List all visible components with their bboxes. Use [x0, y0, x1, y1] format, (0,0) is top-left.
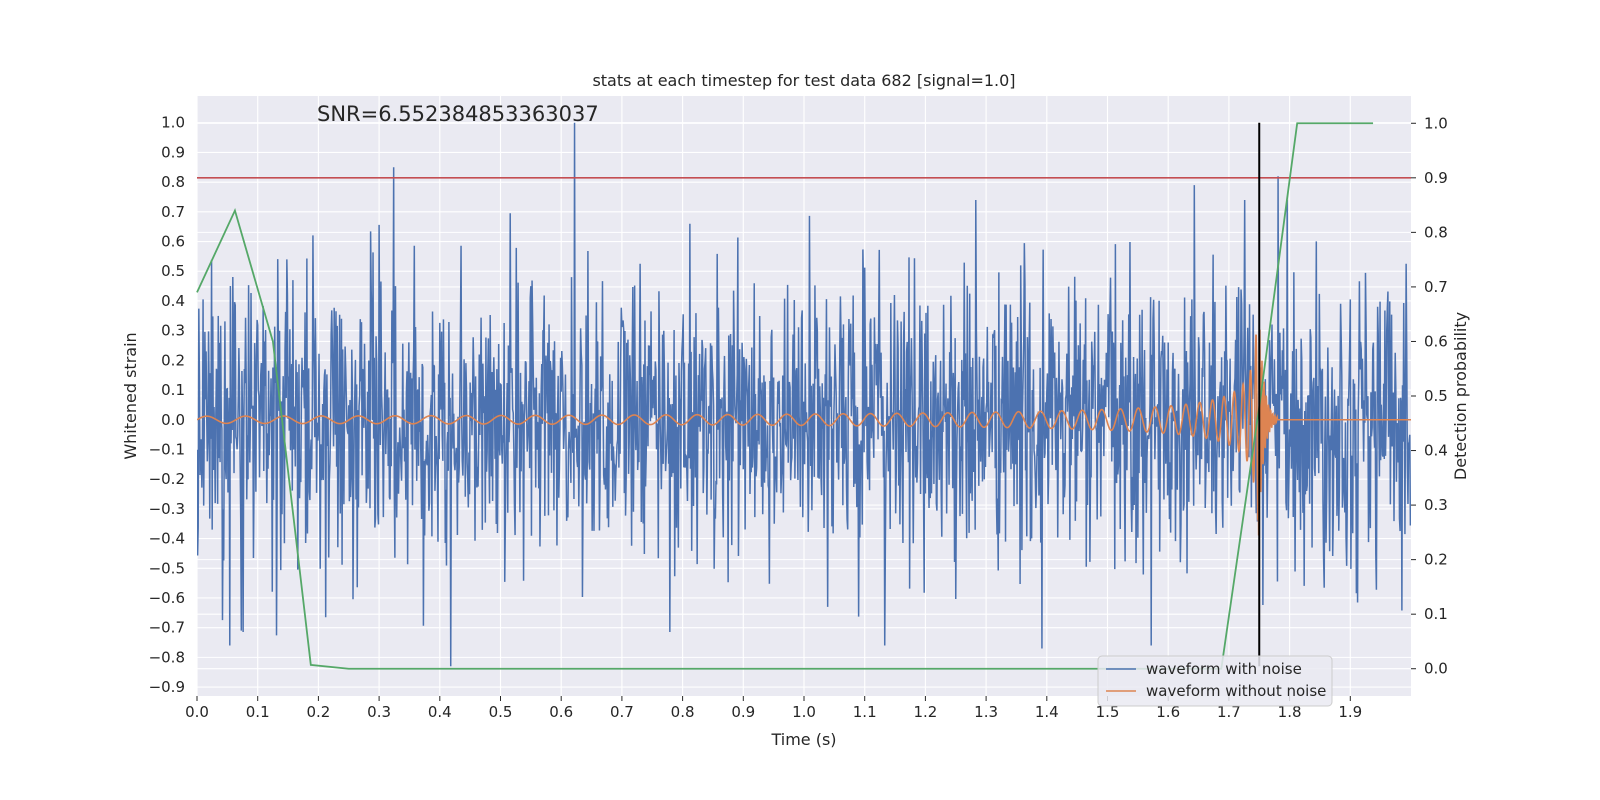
x-tick-label: 0.6: [549, 703, 573, 721]
y-tick-label: 1.0: [161, 114, 185, 132]
y-tick-label: 0.8: [161, 173, 185, 191]
y-tick-label: 0.1: [161, 381, 185, 399]
y-tick-label: −0.3: [149, 500, 185, 518]
y-tick-label: −0.4: [149, 530, 185, 548]
y2-tick-label: 0.7: [1424, 278, 1448, 296]
y2-tick-label: 0.9: [1424, 169, 1448, 187]
y-axis-label: Whitened strain: [121, 332, 140, 459]
chart-title: stats at each timestep for test data 682…: [592, 71, 1015, 90]
y2-tick-label: 0.3: [1424, 496, 1448, 514]
y-tick-label: −0.8: [149, 648, 185, 666]
y-tick-label: 0.6: [161, 233, 185, 251]
y2-tick-label: 0.6: [1424, 332, 1448, 350]
x-tick-label: 1.0: [792, 703, 816, 721]
x-tick-label: 1.1: [853, 703, 877, 721]
y-tick-label: 0.9: [161, 143, 185, 161]
x-tick-label: 1.3: [974, 703, 998, 721]
y-tick-label: −0.9: [149, 678, 185, 696]
y2-tick-label: 1.0: [1424, 114, 1448, 132]
x-tick-label: 1.4: [1035, 703, 1059, 721]
x-tick-label: 0.1: [246, 703, 270, 721]
x-tick-label: 0.4: [428, 703, 452, 721]
y-tick-label: −0.6: [149, 589, 185, 607]
x-tick-label: 1.6: [1156, 703, 1180, 721]
y2-tick-label: 0.8: [1424, 223, 1448, 241]
y2-axis-label: Detection probability: [1451, 312, 1470, 480]
y-axis-ticks: −0.9 −0.8 −0.7 −0.6 −0.5 −0.4 −0.3 −0.2 −0.1 0.0 0…: [149, 114, 185, 696]
y2-tick-label: 0.2: [1424, 551, 1448, 569]
y2-tick-label: 0.5: [1424, 387, 1448, 405]
noisy-waveform-line: [197, 122, 1411, 667]
y-tick-label: −0.1: [149, 440, 185, 458]
y-tick-label: 0.3: [161, 322, 185, 340]
y-tick-label: 0.4: [161, 292, 185, 310]
x-tick-label: 0.5: [489, 703, 513, 721]
legend-box: [1097, 655, 1333, 707]
x-axis-label: Time (s): [770, 730, 836, 749]
x-axis-ticks: 0.0 0.1 0.2 0.3 0.4 0.5 0.6 0.7 0.8 0.9 1.0 1.1 1.2 1…: [185, 696, 1362, 721]
y-tick-label: −0.2: [149, 470, 185, 488]
y-tick-label: 0.0: [161, 411, 185, 429]
x-tick-label: 1.9: [1338, 703, 1362, 721]
x-tick-label: 0.0: [185, 703, 209, 721]
y-tick-label: 0.7: [161, 203, 185, 221]
y2-tick-label: 0.0: [1424, 660, 1448, 678]
x-tick-label: 0.8: [671, 703, 695, 721]
y-tick-label: −0.5: [149, 559, 185, 577]
y-tick-label: 0.5: [161, 262, 185, 280]
x-tick-label: 1.7: [1217, 703, 1241, 721]
x-tick-label: 1.8: [1278, 703, 1302, 721]
clean-waveform-line: [197, 329, 1411, 536]
legend: waveform with noise waveform without noi…: [1097, 655, 1333, 707]
y2-tick-label: 0.4: [1424, 442, 1448, 460]
plot-series: [196, 122, 1411, 670]
x-tick-label: 0.3: [367, 703, 391, 721]
x-tick-label: 1.2: [913, 703, 937, 721]
y-tick-label: −0.7: [149, 619, 185, 637]
legend-label-noise: waveform with noise: [1146, 660, 1302, 678]
y-tick-label: 0.2: [161, 351, 185, 369]
snr-annotation: SNR=6.552384853363037: [317, 102, 599, 126]
x-tick-label: 1.5: [1096, 703, 1120, 721]
x-tick-label: 0.7: [610, 703, 634, 721]
x-tick-label: 0.9: [731, 703, 755, 721]
legend-label-clean: waveform without noise: [1146, 682, 1326, 700]
x-tick-label: 0.2: [306, 703, 330, 721]
y2-axis-ticks: 0.0 0.1 0.2 0.3 0.4 0.5 0.6 0.7 0.8 0.9 1.0: [1411, 114, 1448, 678]
y2-tick-label: 0.1: [1424, 605, 1448, 623]
